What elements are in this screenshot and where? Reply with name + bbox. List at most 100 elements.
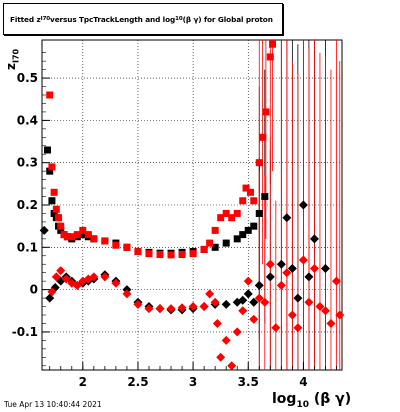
diamond-marker: [335, 310, 345, 320]
diamond-marker: [304, 297, 314, 307]
y-tick-label: 0.2: [17, 198, 38, 212]
x-tick-label: 2.5: [127, 375, 148, 389]
x-axis-label-main: log: [272, 391, 297, 407]
diamond-marker: [56, 266, 66, 276]
square-marker: [246, 188, 254, 196]
y-tick-label: 0.5: [17, 71, 38, 85]
square-marker: [52, 205, 60, 213]
square-marker: [46, 167, 54, 175]
diamond-marker: [326, 318, 336, 328]
title-prefix-sub: I70: [40, 16, 51, 22]
diamond-marker: [293, 323, 303, 333]
diamond-marker: [276, 280, 286, 290]
square-marker: [55, 214, 63, 222]
diamond-marker: [331, 276, 341, 286]
diamond-marker: [254, 280, 264, 290]
diamond-marker: [249, 314, 259, 324]
diamond-marker: [271, 323, 281, 333]
title-middle: versus TpcTrackLength and log: [50, 14, 176, 24]
square-marker: [217, 214, 225, 222]
diamond-marker: [320, 306, 330, 316]
diamond-marker: [276, 259, 286, 269]
data-markers: [39, 40, 345, 371]
chart-title: Fitted z I70 versus TpcTrackLength and lo…: [3, 3, 283, 35]
diamond-marker: [260, 297, 270, 307]
diamond-marker: [216, 352, 226, 362]
axis-ticks: 2 2.5 3 3.5 4 -0.1 0 0.1 0.2 0.3 0.4 0.5: [12, 52, 337, 389]
x-axis-label: log10 (β γ): [272, 391, 351, 410]
diamond-marker: [155, 304, 165, 314]
square-marker: [79, 231, 87, 239]
square-marker: [244, 226, 252, 234]
y-tick-label: 0.1: [17, 240, 38, 254]
square-marker: [79, 226, 87, 234]
timestamp: Tue Apr 13 10:40:44 2021: [4, 400, 102, 409]
diamond-marker: [51, 272, 61, 282]
square-marker: [84, 231, 92, 239]
square-marker: [228, 214, 236, 222]
diamond-marker: [111, 278, 121, 288]
square-marker: [123, 243, 131, 251]
diamond-marker: [166, 304, 176, 314]
square-marker: [206, 239, 214, 247]
x-tick-label: 3.5: [238, 375, 259, 389]
square-marker: [48, 163, 56, 171]
diamond-marker: [309, 234, 319, 244]
y-tick-label: -0.1: [12, 325, 38, 339]
square-marker: [68, 233, 76, 241]
square-marker: [222, 239, 230, 247]
square-marker: [233, 235, 241, 243]
square-marker: [57, 226, 65, 234]
diamond-marker: [122, 289, 132, 299]
square-marker: [200, 245, 208, 253]
square-marker: [73, 231, 81, 239]
diamond-marker: [243, 289, 253, 299]
diamond-marker: [100, 272, 110, 282]
x-axis-label-sub: 10: [296, 399, 309, 410]
diamond-marker: [265, 259, 275, 269]
square-marker: [255, 159, 263, 167]
diamond-marker: [293, 293, 303, 303]
square-marker: [145, 250, 153, 258]
y-tick-label: 0.4: [17, 113, 38, 127]
title-prefix: Fitted z: [10, 14, 41, 24]
grid: [42, 40, 342, 370]
diamond-marker: [254, 293, 264, 303]
diamond-marker: [221, 299, 231, 309]
square-marker: [134, 248, 142, 256]
square-marker: [50, 209, 58, 217]
diamond-marker: [304, 272, 314, 282]
diamond-marker: [320, 263, 330, 273]
square-marker: [250, 197, 258, 205]
diamond-marker: [265, 272, 275, 282]
square-marker: [101, 237, 109, 245]
square-marker: [189, 250, 197, 258]
y-tick-label: 0.3: [17, 156, 38, 170]
diamond-marker: [238, 295, 248, 305]
x-tick-label: 3: [189, 375, 197, 389]
square-marker: [239, 197, 247, 205]
square-marker: [262, 108, 270, 116]
square-marker: [57, 222, 65, 230]
diamond-marker: [298, 200, 308, 210]
diamond-marker: [282, 213, 292, 223]
square-marker: [90, 235, 98, 243]
diamond-marker: [133, 299, 143, 309]
title-suffix: (β γ) for Global proton: [182, 14, 273, 24]
diamond-marker: [287, 310, 297, 320]
x-tick-label: 4: [299, 375, 307, 389]
diamond-marker: [188, 302, 198, 312]
diamond-marker: [249, 297, 259, 307]
diamond-marker: [210, 297, 220, 307]
square-marker: [259, 133, 267, 141]
diamond-marker: [72, 280, 82, 290]
diamond-marker: [298, 255, 308, 265]
square-marker: [167, 251, 175, 259]
diamond-marker: [212, 318, 222, 328]
square-marker: [250, 222, 258, 230]
diamond-marker: [61, 274, 71, 284]
square-marker: [46, 91, 54, 99]
diamond-marker: [282, 268, 292, 278]
diamond-marker: [287, 263, 297, 273]
